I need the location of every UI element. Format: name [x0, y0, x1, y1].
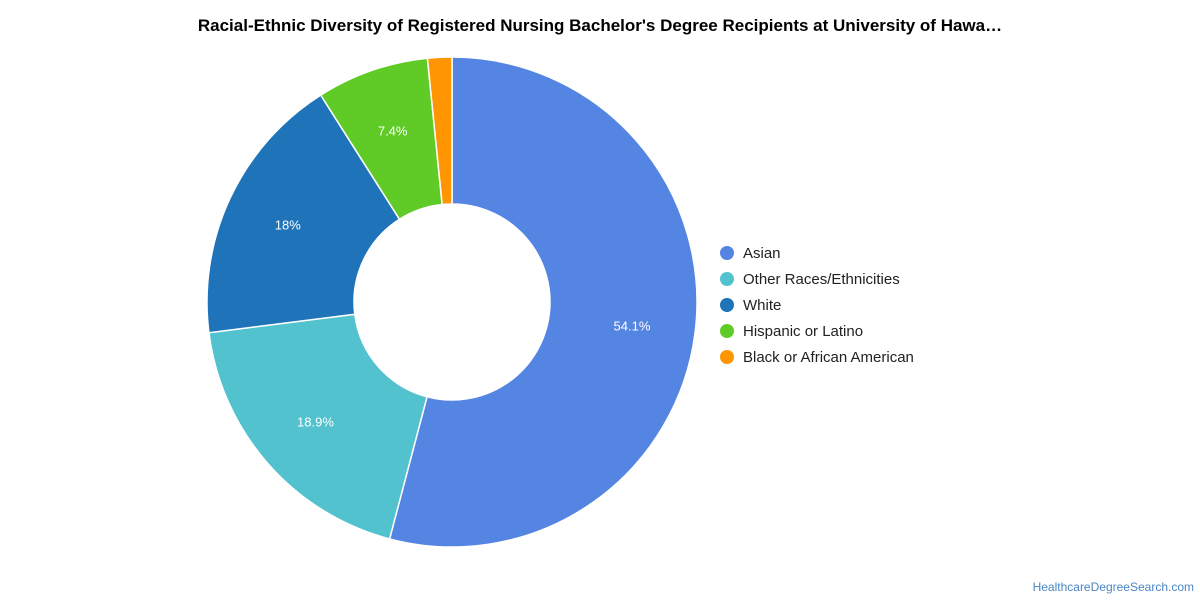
donut-slice-white[interactable]	[206, 94, 401, 334]
legend-swatch	[720, 246, 734, 260]
legend-label: Black or African American	[743, 348, 914, 366]
slice-label: 7.4%	[378, 123, 408, 138]
legend-swatch	[720, 350, 734, 364]
legend-swatch	[720, 298, 734, 312]
source-link[interactable]: HealthcareDegreeSearch.com	[1032, 580, 1194, 594]
legend-label: Asian	[743, 244, 781, 262]
legend-item[interactable]: Asian	[720, 240, 914, 266]
legend-label: Other Races/Ethnicities	[743, 270, 900, 288]
donut-slice-asian[interactable]	[388, 56, 698, 548]
slice-label: 54.1%	[614, 318, 651, 333]
donut-slice-black-or-african-american[interactable]	[426, 56, 453, 206]
legend-item[interactable]: White	[720, 292, 914, 318]
legend-item[interactable]: Black or African American	[720, 344, 914, 370]
chart-title: Racial-Ethnic Diversity of Registered Nu…	[197, 16, 1003, 35]
slice-label: 18%	[275, 218, 301, 233]
slice-label: 18.9%	[297, 415, 334, 430]
legend-swatch	[720, 272, 734, 286]
legend-label: White	[743, 296, 782, 314]
legend-item[interactable]: Other Races/Ethnicities	[720, 266, 914, 292]
donut-slice-other-races-ethnicities[interactable]	[208, 313, 428, 540]
legend-label: Hispanic or Latino	[743, 322, 864, 340]
legend-item[interactable]: Hispanic or Latino	[720, 318, 914, 344]
legend-swatch	[720, 324, 734, 338]
chart-legend: Asian Other Races/Ethnicities White Hispani…	[720, 240, 914, 370]
